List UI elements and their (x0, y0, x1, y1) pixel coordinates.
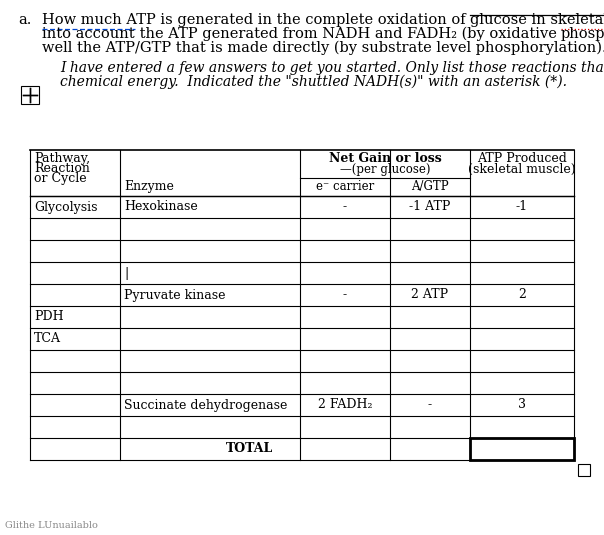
Text: Reaction: Reaction (34, 162, 90, 175)
Text: the ATP generated from NADH and FADH₂ (by oxidative: the ATP generated from NADH and FADH₂ (b… (135, 27, 561, 41)
Text: Net Gain or loss: Net Gain or loss (329, 152, 442, 165)
Text: —(per glucose): —(per glucose) (339, 163, 430, 176)
Bar (578, 464, 590, 476)
Text: (skeletal muscle): (skeletal muscle) (468, 163, 576, 176)
Text: How much ATP is generated in the complete oxidation of: How much ATP is generated in the complet… (42, 13, 471, 27)
Text: TCA: TCA (34, 332, 61, 346)
Text: I have entered a few answers to get you started. Only list those reactions that : I have entered a few answers to get you … (60, 61, 604, 75)
Text: PDH: PDH (34, 310, 63, 324)
Text: well the ATP/GTP that is made directly (by substrate level phosphorylation).: well the ATP/GTP that is made directly (… (42, 41, 604, 56)
Text: Hexokinase: Hexokinase (124, 201, 198, 213)
Text: ATP Produced: ATP Produced (477, 152, 567, 165)
Text: -1 ATP: -1 ATP (410, 201, 451, 213)
Text: A/GTP: A/GTP (411, 180, 449, 193)
Text: Pathway,: Pathway, (34, 152, 90, 165)
Text: |: | (124, 266, 128, 279)
Text: Glithe LUnuailablo: Glithe LUnuailablo (5, 521, 98, 530)
Text: 2 FADH₂: 2 FADH₂ (318, 399, 372, 411)
Text: Pyruvate kinase: Pyruvate kinase (124, 288, 225, 302)
Text: e⁻ carrier: e⁻ carrier (316, 180, 374, 193)
Text: TOTAL: TOTAL (226, 442, 274, 455)
Text: 3: 3 (518, 399, 526, 411)
Bar (470, 438, 574, 460)
Text: glucose in skeletal muscle: glucose in skeletal muscle (471, 13, 604, 27)
Text: into account: into account (42, 27, 135, 41)
Text: -1: -1 (516, 201, 528, 213)
Text: Glycolysis: Glycolysis (34, 201, 97, 213)
Text: Enzyme: Enzyme (124, 180, 174, 193)
Text: phosphorylation: phosphorylation (561, 27, 604, 41)
Text: chemical energy.  Indicated the "shuttled NADH(s)" with an asterisk (*).: chemical energy. Indicated the "shuttled… (60, 75, 567, 89)
Text: Succinate dehydrogenase: Succinate dehydrogenase (124, 399, 288, 411)
Text: -: - (343, 288, 347, 302)
Text: 2 ATP: 2 ATP (411, 288, 449, 302)
Text: 2: 2 (518, 288, 526, 302)
Text: or Cycle: or Cycle (34, 172, 86, 185)
Text: -: - (343, 201, 347, 213)
Bar (21, 86, 39, 104)
Text: a.: a. (18, 13, 31, 27)
Text: -: - (428, 399, 432, 411)
